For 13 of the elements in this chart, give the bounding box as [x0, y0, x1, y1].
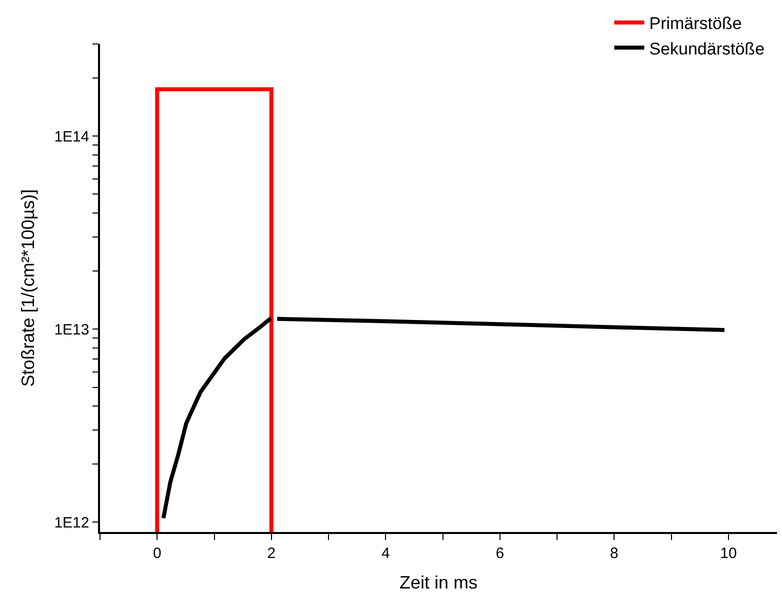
x-tick-label: 2 [267, 544, 276, 562]
x-tick-label: 0 [152, 544, 162, 562]
legend-label: Primärstöße [649, 14, 742, 34]
y-tick-label: 1E12 [54, 514, 90, 532]
y-tick-label: 1E14 [54, 128, 90, 146]
y-axis-title: Stoßrate [1/(cm²*100µs)] [18, 189, 38, 387]
x-tick-label: 8 [610, 544, 618, 562]
x-tick-label: 6 [496, 544, 504, 562]
y-tick-label: 1E13 [54, 321, 90, 338]
x-axis-title: Zeit in ms [399, 572, 478, 592]
x-tick-label: 10 [720, 544, 737, 562]
x-tick-label: 4 [381, 544, 390, 562]
legend-label: Sekundärstöße [649, 39, 765, 58]
